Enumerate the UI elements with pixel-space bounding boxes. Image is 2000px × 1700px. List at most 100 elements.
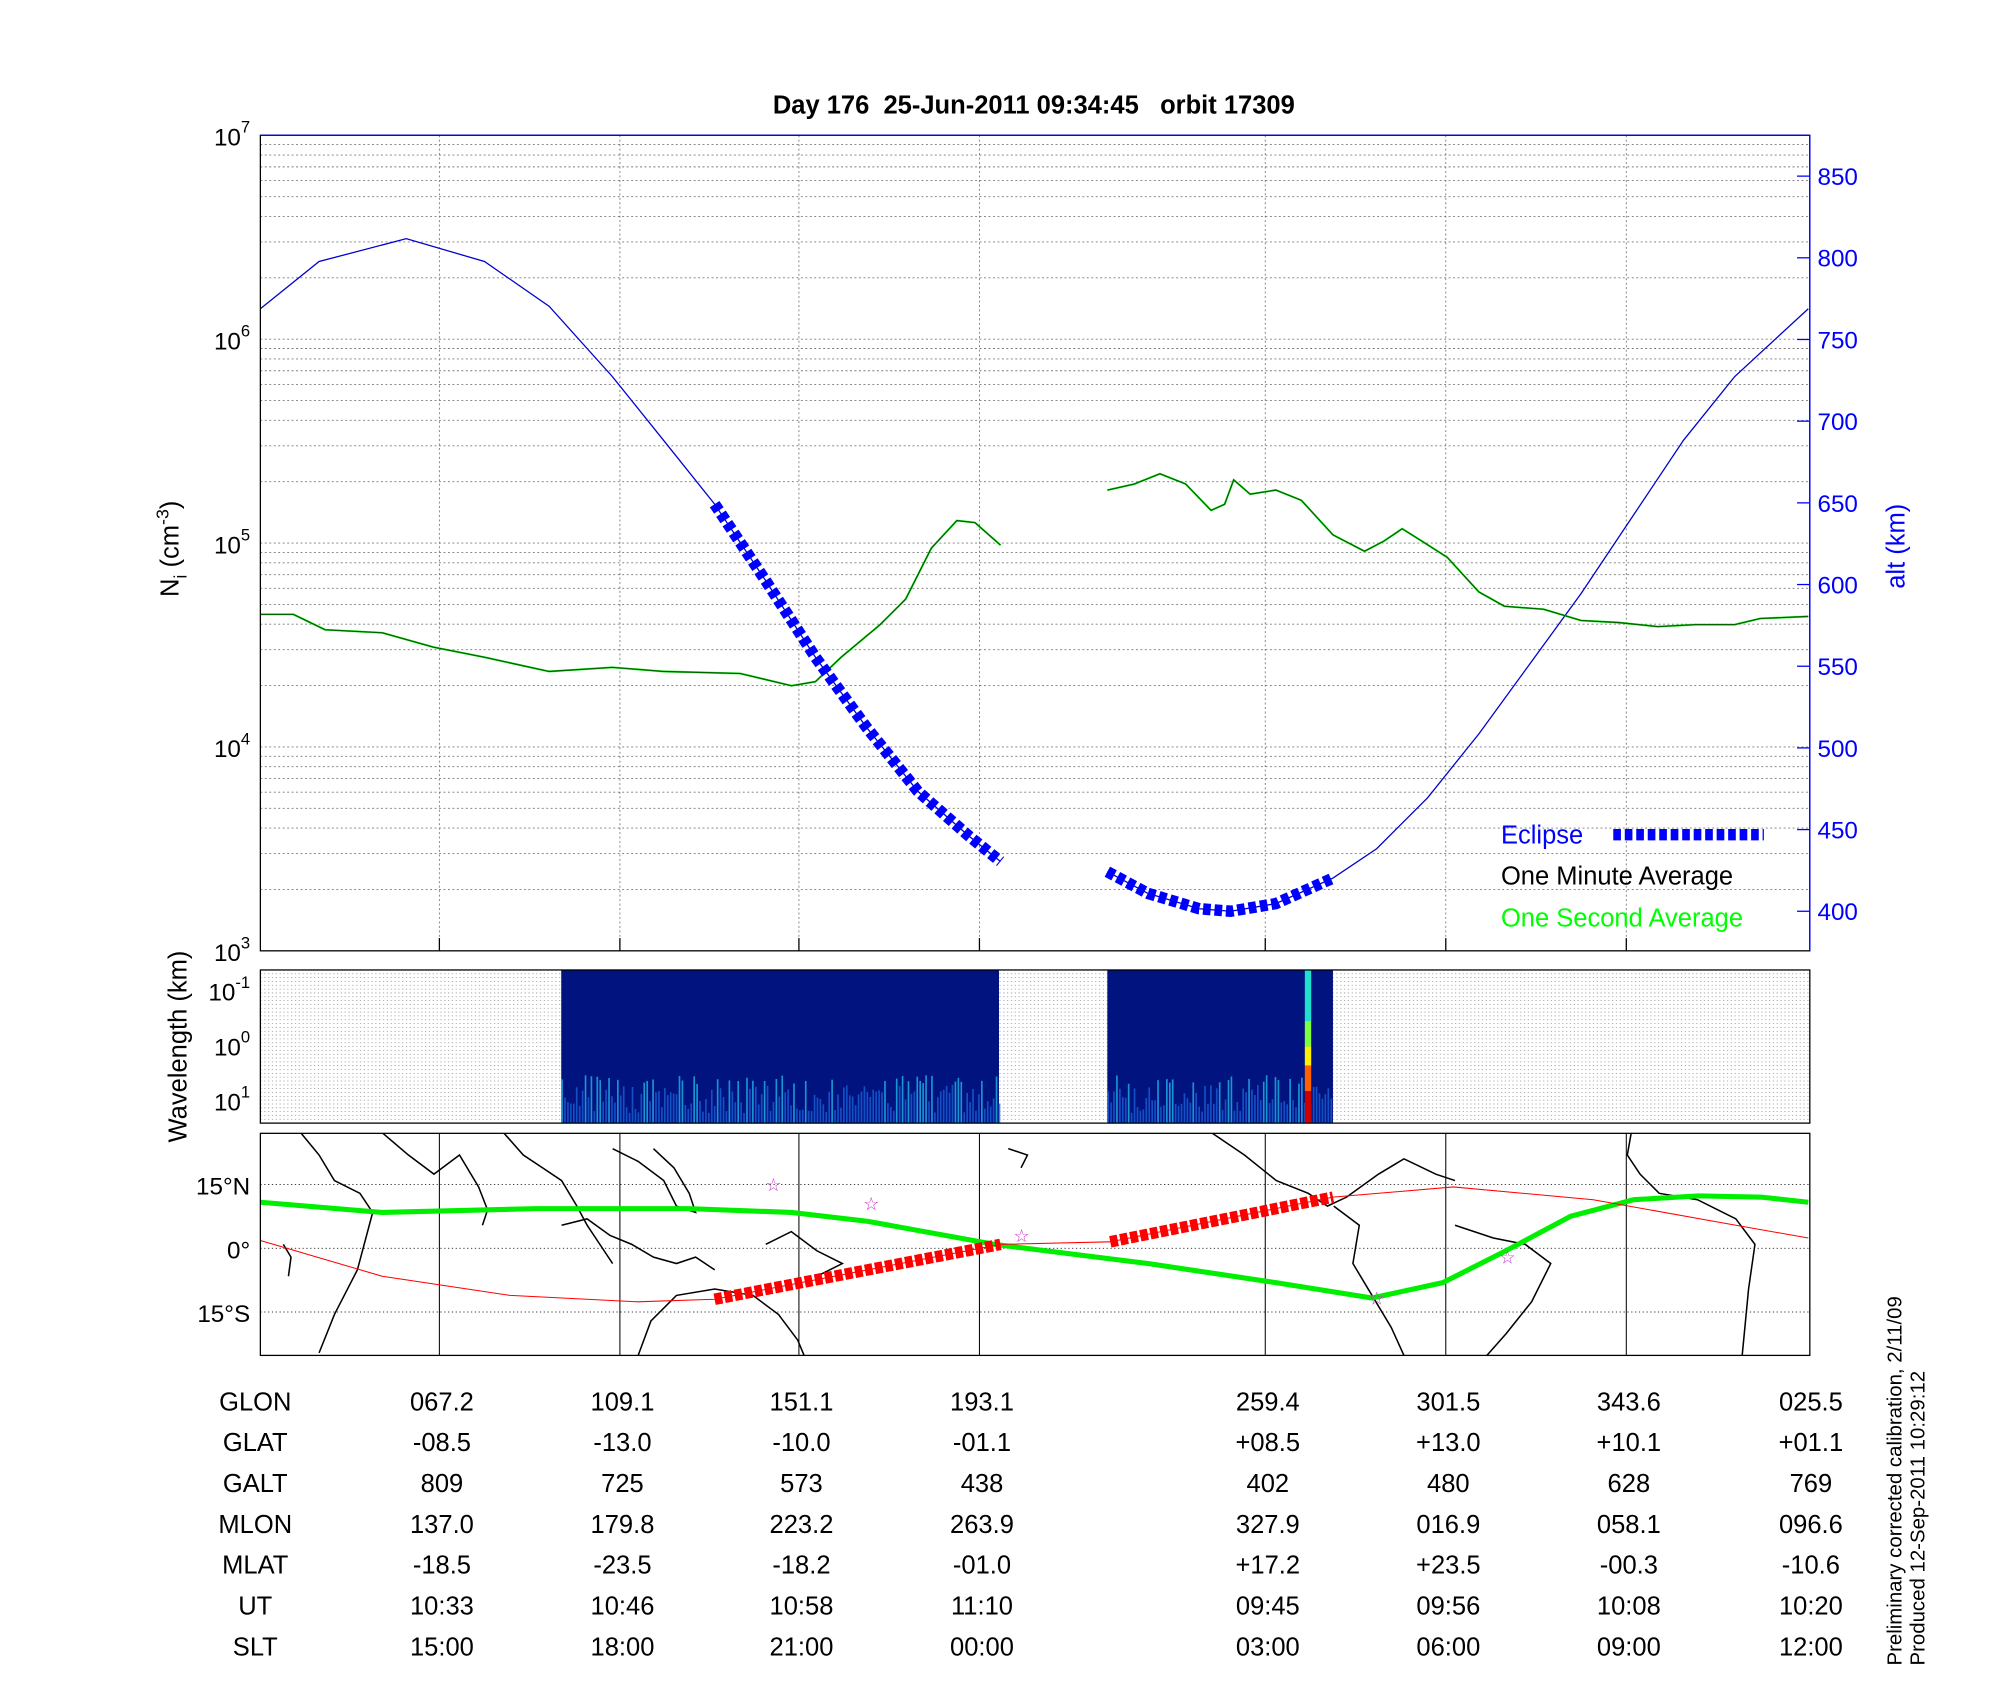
spectrogram-column: [948, 1092, 951, 1124]
spectrogram-column: [875, 1091, 877, 1124]
spectrogram-column: [1236, 1102, 1239, 1124]
spectrogram-column: [954, 1081, 957, 1124]
spectrogram-column: [1127, 1083, 1130, 1124]
spectrogram-column: [766, 1085, 769, 1124]
y2-tick-label: 750: [1817, 327, 1857, 354]
spectrogram-column: [1116, 1075, 1118, 1124]
spec-tick-base: 10: [214, 1034, 241, 1061]
spectrogram-column: [716, 1079, 719, 1124]
spectrogram-column: [713, 1106, 716, 1124]
y-axis-label: Ni (cm-3): [152, 501, 190, 597]
y-tick-exponent: 3: [241, 933, 250, 952]
spectrogram-spike: [1304, 1021, 1312, 1047]
spectrogram-column: [643, 1082, 646, 1124]
satellite-track-line: [260, 1186, 1809, 1303]
spectrogram-column: [775, 1078, 778, 1124]
table-cell: +13.0: [1416, 1429, 1481, 1457]
spectrogram-column: [904, 1099, 907, 1124]
spectrogram-column: [966, 1093, 969, 1124]
spectrogram-column: [1171, 1079, 1174, 1124]
table-cell: 09:45: [1236, 1592, 1300, 1620]
spectrogram-column: [1283, 1101, 1286, 1124]
spectrogram-column: [669, 1092, 672, 1124]
spectrogram-column: [1174, 1104, 1177, 1124]
spectrogram-column: [1330, 1098, 1333, 1124]
spectrogram-column: [611, 1096, 613, 1124]
spectrogram-column: [1168, 1082, 1171, 1124]
spectrogram-column: [672, 1093, 675, 1124]
spec-tick-label: 100: [214, 1028, 250, 1062]
spectrogram-column: [816, 1097, 819, 1124]
y-tick-exponent: 6: [241, 322, 250, 341]
spectrogram-column: [919, 1080, 922, 1124]
spectrogram-column: [1133, 1088, 1136, 1124]
map-lat-label: 0°: [227, 1237, 250, 1264]
y-tick-base: 10: [214, 940, 241, 967]
spectrogram-column: [986, 1101, 989, 1124]
spectrogram-column: [1207, 1103, 1209, 1124]
spectrogram-column: [628, 1112, 631, 1124]
spectrogram-column: [825, 1112, 828, 1124]
spectrogram-column: [696, 1084, 698, 1124]
spectrogram-column: [898, 1085, 901, 1124]
spectrogram-column: [581, 1090, 584, 1124]
spec-tick-exponent: 0: [241, 1028, 250, 1047]
y2-axis-label: alt (km): [1882, 504, 1910, 589]
spectrogram-column: [1239, 1110, 1242, 1124]
station-star-icon: ☆: [1369, 1288, 1385, 1308]
spectrogram-column: [907, 1081, 910, 1124]
table-cell: +17.2: [1236, 1552, 1301, 1580]
y2-tick-label: 600: [1817, 572, 1857, 599]
spectrogram-column: [1119, 1088, 1121, 1124]
spectrogram-column: [972, 1088, 974, 1124]
spectrogram-y-label: Wavelength (km): [164, 951, 192, 1143]
spectrogram-column: [1254, 1095, 1256, 1124]
spectrogram-column: [684, 1105, 687, 1124]
spectrogram-column: [772, 1101, 775, 1124]
spectrogram-column: [749, 1088, 751, 1124]
spectrogram-column: [1186, 1098, 1189, 1124]
table-cell: 18:00: [591, 1633, 655, 1661]
y-tick-label: 103: [214, 933, 250, 967]
spectrogram-column: [1198, 1106, 1200, 1124]
table-row-label: UT: [238, 1592, 272, 1620]
table-row-label: GLAT: [223, 1429, 288, 1457]
table-cell: 15:00: [410, 1633, 474, 1661]
y2-tick-labels: 400 450 500 550 600 650 700 750 800 850: [1797, 164, 1858, 926]
table-cell: 438: [961, 1470, 1004, 1498]
spectrogram-column: [975, 1110, 977, 1124]
spectrogram-column: [813, 1094, 816, 1124]
spectrogram-column: [843, 1087, 845, 1124]
spectrogram-column: [578, 1105, 581, 1124]
spectrogram-column: [655, 1092, 657, 1124]
spectrogram-column: [1218, 1082, 1221, 1124]
spectrogram-column: [746, 1077, 748, 1124]
chart-title: Day 176 25-Jun-2011 09:34:45 orbit 17309: [773, 92, 1295, 120]
spectrogram-column: [1303, 1103, 1306, 1124]
spectrogram-column: [619, 1095, 622, 1124]
table-cell: -00.3: [1600, 1552, 1658, 1580]
spec-tick-label: 101: [214, 1083, 250, 1117]
table-row-label: MLON: [218, 1511, 292, 1539]
map-lat-label: 15°N: [196, 1174, 250, 1201]
spectrogram-column: [799, 1110, 801, 1124]
table-cell: 12:00: [1779, 1633, 1843, 1661]
spectrogram-column: [828, 1091, 831, 1124]
spectrogram-spike: [1304, 1091, 1312, 1124]
spectrogram-column: [1257, 1085, 1259, 1124]
spectrogram-column: [1136, 1107, 1139, 1124]
spectrogram-column: [705, 1099, 707, 1124]
table-cell: 025.5: [1779, 1388, 1843, 1416]
table-cell: 109.1: [591, 1388, 655, 1416]
spectrogram-column: [1189, 1102, 1192, 1124]
spectrogram-column: [834, 1109, 836, 1124]
spectrogram-column: [1271, 1099, 1274, 1124]
spectrogram-column: [928, 1101, 930, 1124]
table-cell: 10:20: [1779, 1592, 1843, 1620]
table-cell: -01.0: [953, 1552, 1011, 1580]
spectrogram-column: [998, 1103, 1001, 1124]
spectrogram-column: [963, 1112, 966, 1124]
spectrogram-column: [602, 1101, 604, 1124]
spectrogram-column: [1233, 1110, 1236, 1124]
spectrogram-column: [1259, 1099, 1262, 1124]
